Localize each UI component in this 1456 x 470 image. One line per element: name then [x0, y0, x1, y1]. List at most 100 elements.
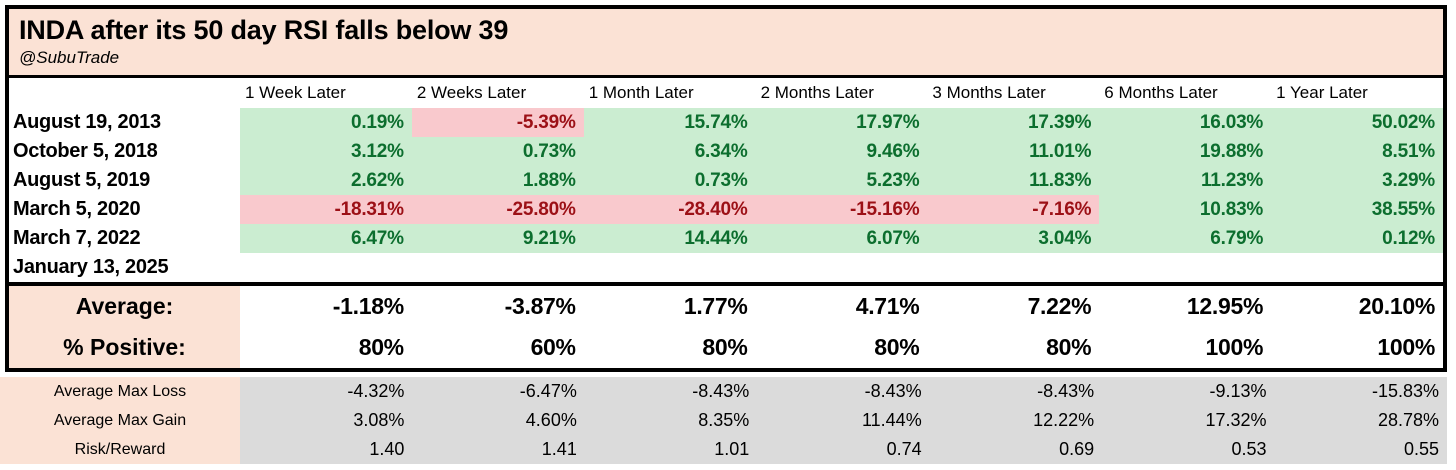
return-cell: 11.01%: [927, 137, 1100, 166]
return-cell: 10.83%: [1099, 195, 1272, 224]
stats-value-cell: 1.01: [584, 435, 758, 464]
return-cell: 50.02%: [1271, 108, 1443, 137]
column-header: 1 Year Later: [1276, 83, 1368, 102]
table-row: March 5, 2020 -18.31% -25.80% -28.40% -15.16…: [9, 195, 1443, 224]
return-cell: [1271, 253, 1443, 282]
stats-row: Average Max Loss -4.32% -6.47% -8.43% -8.43%…: [0, 377, 1447, 406]
return-cell: 11.83%: [927, 166, 1100, 195]
column-header: 2 Weeks Later: [416, 83, 527, 102]
stats-label: Risk/Reward: [0, 435, 240, 464]
return-cell: 6.07%: [755, 224, 928, 253]
return-cell: 2.62%: [240, 166, 412, 195]
return-cell: 15.74%: [583, 108, 756, 137]
return-cell: -25.80%: [411, 195, 584, 224]
return-cell: 17.39%: [927, 108, 1100, 137]
table-row: August 19, 2013 0.19% -5.39% 15.74% 17.97% 17…: [9, 108, 1443, 137]
summary-value-cell: 12.95%: [1186, 293, 1264, 319]
summary-value-cell: 80%: [874, 334, 920, 360]
return-cell: [1099, 253, 1272, 282]
return-cell: 5.23%: [755, 166, 928, 195]
return-cell: -18.31%: [240, 195, 412, 224]
return-cell: 6.47%: [240, 224, 412, 253]
stats-value-cell: 0.74: [757, 435, 930, 464]
summary-value-cell: 80%: [702, 334, 748, 360]
event-date: August 5, 2019: [13, 169, 150, 191]
stats-value-cell: 28.78%: [1274, 406, 1447, 435]
event-date: August 19, 2013: [13, 111, 161, 133]
return-cell: 3.29%: [1271, 166, 1443, 195]
stats-value-cell: 12.22%: [929, 406, 1103, 435]
stats-value-cell: -4.32%: [240, 377, 413, 406]
stats-value-cell: 17.32%: [1102, 406, 1275, 435]
stats-value-cell: -15.83%: [1274, 377, 1447, 406]
stats-label: Average Max Loss: [0, 377, 240, 406]
event-date: January 13, 2025: [13, 256, 169, 278]
stats-value-cell: 3.08%: [240, 406, 413, 435]
return-cell: -7.16%: [927, 195, 1100, 224]
return-cell: 38.55%: [1271, 195, 1443, 224]
stats-value-cell: 0.53: [1102, 435, 1275, 464]
summary-value-cell: 60%: [530, 334, 576, 360]
author-handle: @SubuTrade: [19, 48, 120, 68]
return-cell: 17.97%: [755, 108, 928, 137]
event-rows: August 19, 2013 0.19% -5.39% 15.74% 17.97% 17…: [9, 108, 1443, 282]
stats-value-cell: 8.35%: [584, 406, 758, 435]
return-cell: 19.88%: [1099, 137, 1272, 166]
stats-value-cell: 1.40: [240, 435, 413, 464]
event-date: March 5, 2020: [13, 198, 141, 220]
table-row: October 5, 2018 3.12% 0.73% 6.34% 9.46% 11.01…: [9, 137, 1443, 166]
table-row: January 13, 2025: [9, 253, 1443, 282]
stats-row: Risk/Reward 1.40 1.41 1.01 0.74 0.69 0.53 0.55: [0, 435, 1447, 464]
return-cell: 16.03%: [1099, 108, 1272, 137]
summary-value-cell: 4.71%: [855, 293, 920, 319]
return-cell: 9.46%: [755, 137, 928, 166]
return-cell: 1.88%: [411, 166, 584, 195]
stats-value-cell: 1.41: [412, 435, 585, 464]
column-header-row: 1 Week Later 2 Weeks Later 1 Month Later 2 …: [9, 78, 1443, 108]
title-block: INDA after its 50 day RSI falls below 39…: [9, 9, 1443, 78]
summary-value-cell: 7.22%: [1027, 293, 1092, 319]
summary-value-cell: 80%: [358, 334, 404, 360]
summary-value-cell: -3.87%: [504, 293, 576, 319]
stats-row: Average Max Gain 3.08% 4.60% 8.35% 11.44% 12.…: [0, 406, 1447, 435]
stats-value-cell: -8.43%: [929, 377, 1103, 406]
page-title: INDA after its 50 day RSI falls below 39: [19, 15, 509, 45]
stats-value-cell: -8.43%: [584, 377, 758, 406]
column-header: 1 Week Later: [245, 83, 346, 102]
summary-value-cell: -1.18%: [332, 293, 404, 319]
summary-label: Average:: [9, 286, 240, 327]
table-row: August 5, 2019 2.62% 1.88% 0.73% 5.23% 11.83%…: [9, 166, 1443, 195]
return-cell: 0.73%: [583, 166, 756, 195]
return-cell: 6.79%: [1099, 224, 1272, 253]
summary-label: % Positive:: [9, 327, 240, 368]
return-cell: 6.34%: [583, 137, 756, 166]
return-cell: -5.39%: [411, 108, 584, 137]
summary-value-cell: 20.10%: [1358, 293, 1436, 319]
summary-value-cell: 80%: [1046, 334, 1092, 360]
column-header: 3 Months Later: [932, 83, 1046, 102]
return-cell: [755, 253, 928, 282]
summary-section: Average: -1.18% -3.87% 1.77% 4.71% 7.22% 12.95…: [9, 286, 1443, 368]
return-cell: [927, 253, 1100, 282]
event-date: October 5, 2018: [13, 140, 158, 162]
return-cell: 0.19%: [240, 108, 412, 137]
stats-value-cell: 0.69: [929, 435, 1103, 464]
return-cell: 0.12%: [1271, 224, 1443, 253]
return-cell: 14.44%: [583, 224, 756, 253]
return-cell: 9.21%: [411, 224, 584, 253]
summary-row: % Positive: 80% 60% 80% 80% 80% 100% 100%: [9, 327, 1443, 368]
stats-value-cell: 4.60%: [412, 406, 585, 435]
summary-value-cell: 100%: [1377, 334, 1435, 360]
summary-value-cell: 1.77%: [683, 293, 748, 319]
summary-value-cell: 100%: [1205, 334, 1264, 360]
events-grid: 1 Week Later 2 Weeks Later 1 Month Later 2 …: [9, 78, 1443, 286]
return-cell: 3.04%: [927, 224, 1100, 253]
return-cell: -15.16%: [755, 195, 928, 224]
stats-label: Average Max Gain: [0, 406, 240, 435]
return-cell: 8.51%: [1271, 137, 1443, 166]
return-cell: [411, 253, 584, 282]
stats-value-cell: 0.55: [1274, 435, 1447, 464]
return-cell: 3.12%: [240, 137, 412, 166]
return-cell: -28.40%: [583, 195, 756, 224]
